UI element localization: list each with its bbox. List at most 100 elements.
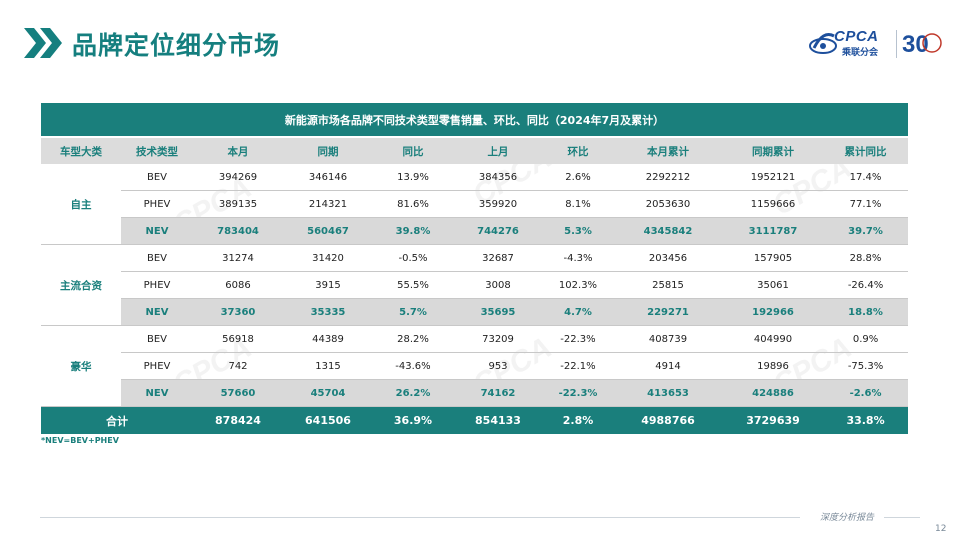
value-cell: 35061 <box>723 271 823 299</box>
page-number: 12 <box>935 524 947 534</box>
value-cell: 77.1% <box>823 190 909 218</box>
table-row-nev-subtotal: NEV 57660 45704 26.2% 74162 -22.3% 413653 42488… <box>41 379 909 407</box>
value-cell: 2053630 <box>613 190 723 218</box>
logo-divider <box>896 30 897 58</box>
value-cell: 1159666 <box>723 190 823 218</box>
table-row: 豪华 BEV 56918 44389 28.2% 73209 -22.3% 408739 404… <box>41 325 909 407</box>
value-cell: 28.2% <box>373 325 453 353</box>
value-cell: 1952121 <box>723 164 823 191</box>
anniversary-30-logo: 30 <box>902 31 942 58</box>
total-label: 合计 <box>41 406 193 434</box>
tech-type-cell: BEV <box>121 325 193 353</box>
value-cell: 394269 <box>193 164 283 191</box>
tech-type-cell: PHEV <box>121 352 193 380</box>
column-header: 环比 <box>543 136 613 164</box>
value-cell: 35335 <box>283 298 373 326</box>
table-row: 自主 BEV 394269 346146 13.9% 384356 2.6% 2292212 1… <box>41 164 909 245</box>
value-cell: 25815 <box>613 271 723 299</box>
value-cell: 203456 <box>613 244 723 272</box>
value-cell: 19896 <box>723 352 823 380</box>
tech-type-cell: BEV <box>121 164 193 191</box>
value-cell: 56918 <box>193 325 283 353</box>
value-cell: 35695 <box>453 298 543 326</box>
value-cell: 32687 <box>453 244 543 272</box>
total-value-cell: 4988766 <box>613 406 723 434</box>
tech-type-cell: NEV <box>121 298 193 326</box>
total-value-cell: 2.8% <box>543 406 613 434</box>
value-cell: -2.6% <box>823 379 909 407</box>
value-cell: 31420 <box>283 244 373 272</box>
table-caption-row: 新能源市场各品牌不同技术类型零售销量、环比、同比（2024年7月及累计） <box>41 103 909 137</box>
group-label: 豪华 <box>41 325 121 407</box>
sales-table-container: 新能源市场各品牌不同技术类型零售销量、环比、同比（2024年7月及累计） 车型大… <box>41 103 909 434</box>
value-cell: -22.3% <box>543 325 613 353</box>
table-caption: 新能源市场各品牌不同技术类型零售销量、环比、同比（2024年7月及累计） <box>41 103 909 137</box>
value-cell: 229271 <box>613 298 723 326</box>
footnote: *NEV=BEV+PHEV <box>41 436 119 445</box>
chevron-double-right-icon <box>24 28 62 58</box>
value-cell: -75.3% <box>823 352 909 380</box>
total-value-cell: 36.9% <box>373 406 453 434</box>
value-cell: 346146 <box>283 164 373 191</box>
table-row: PHEV 6086 3915 55.5% 3008 102.3% 25815 35061 -26… <box>41 271 909 299</box>
value-cell: 0.9% <box>823 325 909 353</box>
value-cell: 73209 <box>453 325 543 353</box>
total-value-cell: 641506 <box>283 406 373 434</box>
tech-type-cell: NEV <box>121 379 193 407</box>
value-cell: -26.4% <box>823 271 909 299</box>
value-cell: -22.3% <box>543 379 613 407</box>
value-cell: 2.6% <box>543 164 613 191</box>
value-cell: -43.6% <box>373 352 453 380</box>
column-header: 同期 <box>283 136 373 164</box>
table-row-nev-subtotal: NEV 37360 35335 5.7% 35695 4.7% 229271 192966 18… <box>41 298 909 326</box>
logo-area: CPCA 乘联分会 30 <box>808 26 944 62</box>
value-cell: 953 <box>453 352 543 380</box>
column-header: 本月 <box>193 136 283 164</box>
footer-divider <box>40 517 800 518</box>
value-cell: 424886 <box>723 379 823 407</box>
value-cell: 39.8% <box>373 217 453 245</box>
column-header: 上月 <box>453 136 543 164</box>
table-row-nev-subtotal: NEV 783404 560467 39.8% 744276 5.3% 4345842 311… <box>41 217 909 245</box>
value-cell: 28.8% <box>823 244 909 272</box>
sales-table: 新能源市场各品牌不同技术类型零售销量、环比、同比（2024年7月及累计） 车型大… <box>41 103 909 434</box>
value-cell: 102.3% <box>543 271 613 299</box>
value-cell: 57660 <box>193 379 283 407</box>
value-cell: 39.7% <box>823 217 909 245</box>
value-cell: 214321 <box>283 190 373 218</box>
value-cell: -4.3% <box>543 244 613 272</box>
cpca-logo: CPCA 乘联分会 <box>808 26 892 62</box>
group-label: 主流合资 <box>41 244 121 326</box>
tech-type-cell: NEV <box>121 217 193 245</box>
value-cell: -22.1% <box>543 352 613 380</box>
column-header: 同比 <box>373 136 453 164</box>
value-cell: 560467 <box>283 217 373 245</box>
tech-type-cell: PHEV <box>121 271 193 299</box>
value-cell: 81.6% <box>373 190 453 218</box>
value-cell: 1315 <box>283 352 373 380</box>
value-cell: 2292212 <box>613 164 723 191</box>
value-cell: 5.3% <box>543 217 613 245</box>
column-header: 本月累计 <box>613 136 723 164</box>
group-label: 自主 <box>41 164 121 245</box>
column-header: 车型大类 <box>41 136 121 164</box>
value-cell: 3915 <box>283 271 373 299</box>
anniversary-mark: 30 <box>902 31 929 58</box>
total-value-cell: 3729639 <box>723 406 823 434</box>
value-cell: 18.8% <box>823 298 909 326</box>
value-cell: 4345842 <box>613 217 723 245</box>
value-cell: 8.1% <box>543 190 613 218</box>
value-cell: 6086 <box>193 271 283 299</box>
table-row: PHEV 389135 214321 81.6% 359920 8.1% 2053630 11… <box>41 190 909 218</box>
logo-text: CPCA <box>834 28 879 45</box>
value-cell: -0.5% <box>373 244 453 272</box>
value-cell: 192966 <box>723 298 823 326</box>
value-cell: 4.7% <box>543 298 613 326</box>
value-cell: 408739 <box>613 325 723 353</box>
value-cell: 55.5% <box>373 271 453 299</box>
value-cell: 3111787 <box>723 217 823 245</box>
value-cell: 742 <box>193 352 283 380</box>
value-cell: 13.9% <box>373 164 453 191</box>
column-header: 累计同比 <box>823 136 909 164</box>
value-cell: 384356 <box>453 164 543 191</box>
